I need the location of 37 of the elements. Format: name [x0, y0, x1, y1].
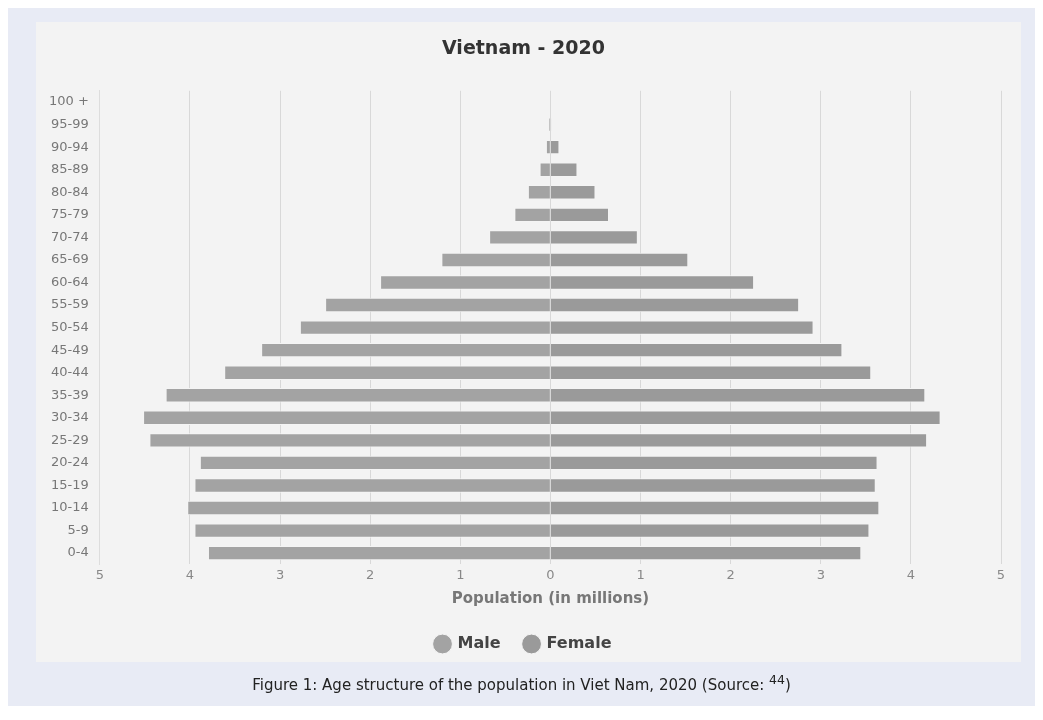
x-tick-label: 5	[996, 566, 1006, 582]
x-tick-label: 2	[366, 566, 375, 582]
y-tick-label: 15-19	[51, 476, 89, 492]
y-tick-label: 85-89	[51, 161, 89, 177]
legend-label: Male	[457, 633, 501, 653]
y-tick-label: 40-44	[51, 364, 89, 380]
x-tick-label: 0	[546, 566, 555, 582]
y-tick-label: 60-64	[51, 273, 89, 289]
x-tick-label: 3	[816, 566, 825, 582]
x-tick-label: 5	[95, 566, 104, 582]
x-tick-label: 2	[726, 566, 735, 582]
y-tick-label: 25-29	[51, 431, 89, 447]
y-tick-label: 95-99	[51, 116, 89, 131]
x-tick-label: 1	[636, 566, 645, 582]
y-tick-label: 45-49	[51, 341, 89, 357]
y-tick-label: 20-24	[51, 454, 89, 470]
caption: Figure 1: Age structure of the population in Viet Nam, 2020 (Source: $^{44}$)	[251, 672, 792, 694]
y-tick-label: 70-74	[51, 228, 89, 244]
x-tick-label: 1	[456, 566, 465, 582]
y-tick-label: 5-9	[67, 521, 89, 537]
x-tick-label: 4	[185, 566, 195, 582]
y-tick-label: 55-59	[51, 296, 89, 312]
y-tick-label: 90-94	[51, 138, 89, 154]
y-tick-label: 80-84	[51, 183, 89, 199]
y-tick-label: 75-79	[51, 206, 89, 222]
legend-label: Female	[546, 633, 612, 653]
y-tick-label: 65-69	[51, 251, 89, 267]
chart-title: Vietnam - 2020	[442, 36, 605, 59]
y-tick-label: 35-39	[51, 386, 89, 402]
y-tick-label: 10-14	[51, 499, 89, 515]
y-tick-label: 100 +	[48, 93, 89, 109]
x-axis-title: Population (in millions)	[451, 588, 650, 607]
x-tick-label: 3	[275, 566, 285, 582]
y-tick-label: 0-4	[67, 544, 89, 560]
x-tick-label: 4	[906, 566, 916, 582]
y-tick-label: 50-54	[51, 318, 89, 334]
y-tick-label: 30-34	[51, 409, 89, 425]
